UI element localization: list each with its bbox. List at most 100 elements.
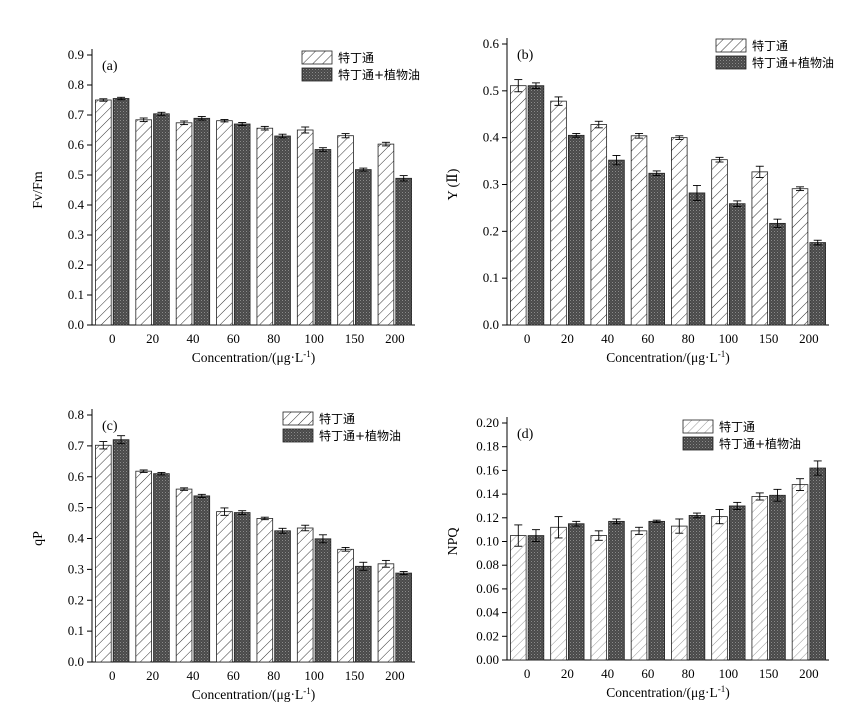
x-tick-label: 80 [267,668,280,683]
y-tick-label: 0.7 [68,107,85,122]
panel-label: (a) [102,59,118,74]
x-axis-label-sup: -1 [718,349,726,359]
legend-label: 特丁通+植物油 [719,436,801,451]
bar [712,517,728,660]
y-tick-label: 0.5 [68,167,84,182]
x-tick-label: 150 [759,666,779,681]
y-tick-label: 0.3 [68,227,84,242]
x-tick-label: 0 [524,666,531,681]
bar [528,536,544,660]
x-tick-label: 60 [641,666,654,681]
bar [689,515,705,660]
bar [752,172,768,325]
x-tick-label: 40 [186,668,199,683]
bar [792,189,808,325]
legend-label: 特丁通 [319,411,355,426]
bar [729,506,745,660]
bar [315,150,331,326]
bar [378,144,394,325]
bar [257,128,273,325]
x-axis-label-end: ) [725,685,730,700]
bar [510,536,526,660]
x-axis-label: Concentration/(μg·L-1) [606,684,729,700]
bar [136,471,152,662]
bar [378,564,394,662]
bar [792,485,808,660]
y-tick-label: 0.1 [68,287,84,302]
y-axis-label: qP [31,531,46,546]
y-tick-label: 0.20 [476,415,499,430]
bar [217,121,233,325]
x-tick-label: 20 [561,666,574,681]
y-tick-label: 0.9 [68,47,84,62]
x-axis-label: Concentration/(μg·L-1) [192,349,315,365]
x-tick-label: 40 [601,666,614,681]
chart-panel-2: 0.0 0.1 0.2 0.3 0.4 0.5 0.6 0 20 40 60 80 100 150 200 C… [446,36,834,365]
x-tick-label: 80 [267,331,280,346]
bar [176,123,192,325]
bar [770,223,786,325]
legend-swatch [716,56,746,69]
y-tick-label: 0.06 [476,581,499,596]
legend-label: 特丁通 [719,419,755,434]
legend-swatch [302,51,332,64]
bar [671,526,687,660]
bar [355,170,371,325]
y-tick-label: 0.08 [476,557,499,572]
x-tick-label: 100 [719,666,739,681]
y-axis-label: Y (Ⅱ) [446,168,461,200]
bar [297,130,313,325]
x-tick-label: 20 [561,331,574,346]
x-axis-label-sup: -1 [303,349,311,359]
x-axis-label-sup: -1 [303,686,311,696]
bar [551,527,567,660]
y-tick-label: 0.02 [476,628,499,643]
x-tick-label: 0 [524,331,531,346]
panel-label: (b) [517,48,534,63]
y-tick-label: 0.4 [483,130,500,145]
x-axis-label-main: Concentration/(μg·L [192,350,303,365]
bar [609,160,625,325]
bar [568,524,584,660]
bar [194,496,210,662]
x-tick-label: 100 [719,331,739,346]
y-tick-label: 0.8 [68,407,84,422]
legend-label: 特丁通 [338,50,374,65]
x-axis-label-end: ) [725,350,730,365]
y-tick-label: 0.0 [68,317,84,332]
x-axis-label-main: Concentration/(μg·L [606,685,717,700]
bar [631,136,647,325]
bar [136,120,152,325]
x-tick-label: 60 [227,331,240,346]
y-tick-label: 0.1 [483,270,499,285]
y-tick-label: 0.4 [68,197,85,212]
x-tick-label: 40 [601,331,614,346]
bar [113,99,129,326]
x-axis-label-main: Concentration/(μg·L [606,350,717,365]
bar [113,440,129,662]
x-tick-label: 100 [304,668,324,683]
x-tick-label: 0 [109,331,116,346]
x-tick-label: 150 [345,331,365,346]
legend-swatch [683,420,713,433]
legend-label: 特丁通+植物油 [752,55,834,70]
y-tick-label: 0.7 [68,438,85,453]
y-tick-label: 0.6 [68,137,85,152]
y-tick-label: 0.3 [68,561,84,576]
bar [95,445,111,662]
bar [770,495,786,660]
legend-swatch [283,412,313,425]
bar [649,521,665,660]
bar [551,101,567,325]
panel-label: (d) [517,427,534,442]
bar [810,468,826,660]
y-tick-label: 0.0 [68,654,84,669]
x-axis-label: Concentration/(μg·L-1) [192,686,315,702]
x-axis-label: Concentration/(μg·L-1) [606,349,729,365]
bar [609,521,625,660]
x-tick-label: 200 [799,331,819,346]
chart-panel-3: 0.0 0.1 0.2 0.3 0.4 0.5 0.6 0.7 0.8 0 20 40 60 80 100 1… [31,407,415,702]
y-tick-label: 0.4 [68,531,85,546]
bar [338,549,354,662]
bar [591,536,607,660]
